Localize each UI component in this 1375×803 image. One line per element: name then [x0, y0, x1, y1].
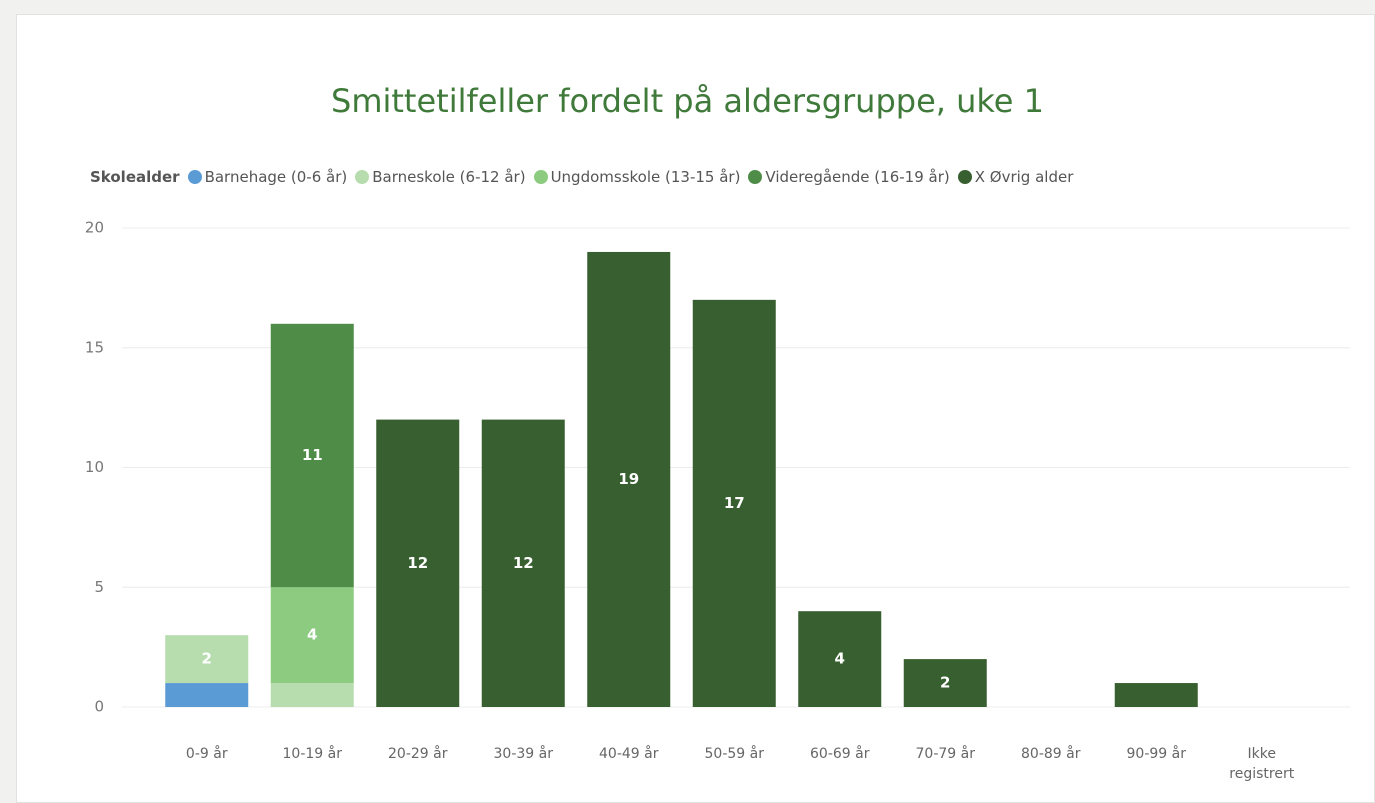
- legend-item: X Øvrig alder: [957, 168, 1074, 186]
- bar-segment: [692, 299, 776, 707]
- chart-title: Smittetilfeller fordelt på aldersgruppe,…: [331, 82, 1044, 120]
- x-tick-label: Ikke registrert: [1229, 746, 1295, 782]
- bar-segment: [903, 659, 987, 707]
- data-label: 4: [835, 650, 845, 668]
- data-label: 12: [407, 554, 428, 572]
- y-tick-label: 15: [85, 338, 104, 356]
- x-tick-label: 40-49 år: [599, 746, 659, 762]
- legend-swatch: [533, 170, 548, 184]
- legend-label: Barneskole (6-12 år): [372, 168, 526, 186]
- y-tick-label: 5: [94, 578, 104, 596]
- legend-title: Skolealder: [90, 168, 180, 186]
- legend-swatch: [187, 170, 202, 184]
- bar-segment: [270, 323, 354, 588]
- bar-segment: [270, 587, 354, 684]
- x-tick-label: 80-89 år: [1021, 746, 1081, 762]
- legend-item: Barneskole (6-12 år): [355, 168, 526, 186]
- legend-label: Videregående (16-19 år): [765, 168, 950, 186]
- bar-segment: [587, 251, 671, 707]
- data-label: 11: [302, 446, 323, 464]
- y-tick-label: 10: [85, 458, 104, 476]
- data-label: 12: [513, 554, 534, 572]
- bar-segment: [798, 611, 882, 707]
- legend-swatch: [957, 170, 972, 184]
- x-tick-label: 90-99 år: [1126, 746, 1186, 762]
- bar-segment: [481, 419, 565, 707]
- x-tick-label: 30-39 år: [493, 746, 553, 762]
- x-tick-label: 70-79 år: [915, 746, 975, 762]
- legend-label: Barnehage (0-6 år): [204, 168, 348, 186]
- legend-item: Videregående (16-19 år): [748, 168, 950, 186]
- bar-segment: [165, 635, 249, 684]
- legend-label: Ungdomsskole (13-15 år): [550, 168, 741, 186]
- data-label: 2: [940, 674, 950, 692]
- x-tick-label: 20-29 år: [388, 746, 448, 762]
- data-label: 19: [618, 470, 639, 488]
- legend-item: Barnehage (0-6 år): [187, 168, 348, 186]
- bar-segment: [1114, 683, 1198, 707]
- data-label: 4: [307, 626, 317, 644]
- x-tick-label: 0-9 år: [185, 746, 228, 762]
- legend-item: Ungdomsskole (13-15 år): [533, 168, 741, 186]
- y-tick-label: 0: [94, 698, 104, 716]
- x-tick-label: 50-59 år: [704, 746, 764, 762]
- bar-segment: [376, 419, 460, 707]
- x-tick-label: 10-19 år: [282, 746, 342, 762]
- legend-swatch: [748, 170, 763, 184]
- y-tick-label: 20: [85, 219, 104, 237]
- bar-segment: [270, 683, 354, 707]
- legend-swatch: [355, 170, 370, 184]
- data-label: 17: [724, 494, 745, 512]
- data-label: 2: [202, 650, 212, 668]
- legend-label: X Øvrig alder: [974, 168, 1074, 186]
- legend: Skolealder Barnehage (0-6 år) Barneskole …: [90, 168, 1081, 186]
- bar-segment: [165, 683, 249, 707]
- x-tick-label: 60-69 år: [810, 746, 870, 762]
